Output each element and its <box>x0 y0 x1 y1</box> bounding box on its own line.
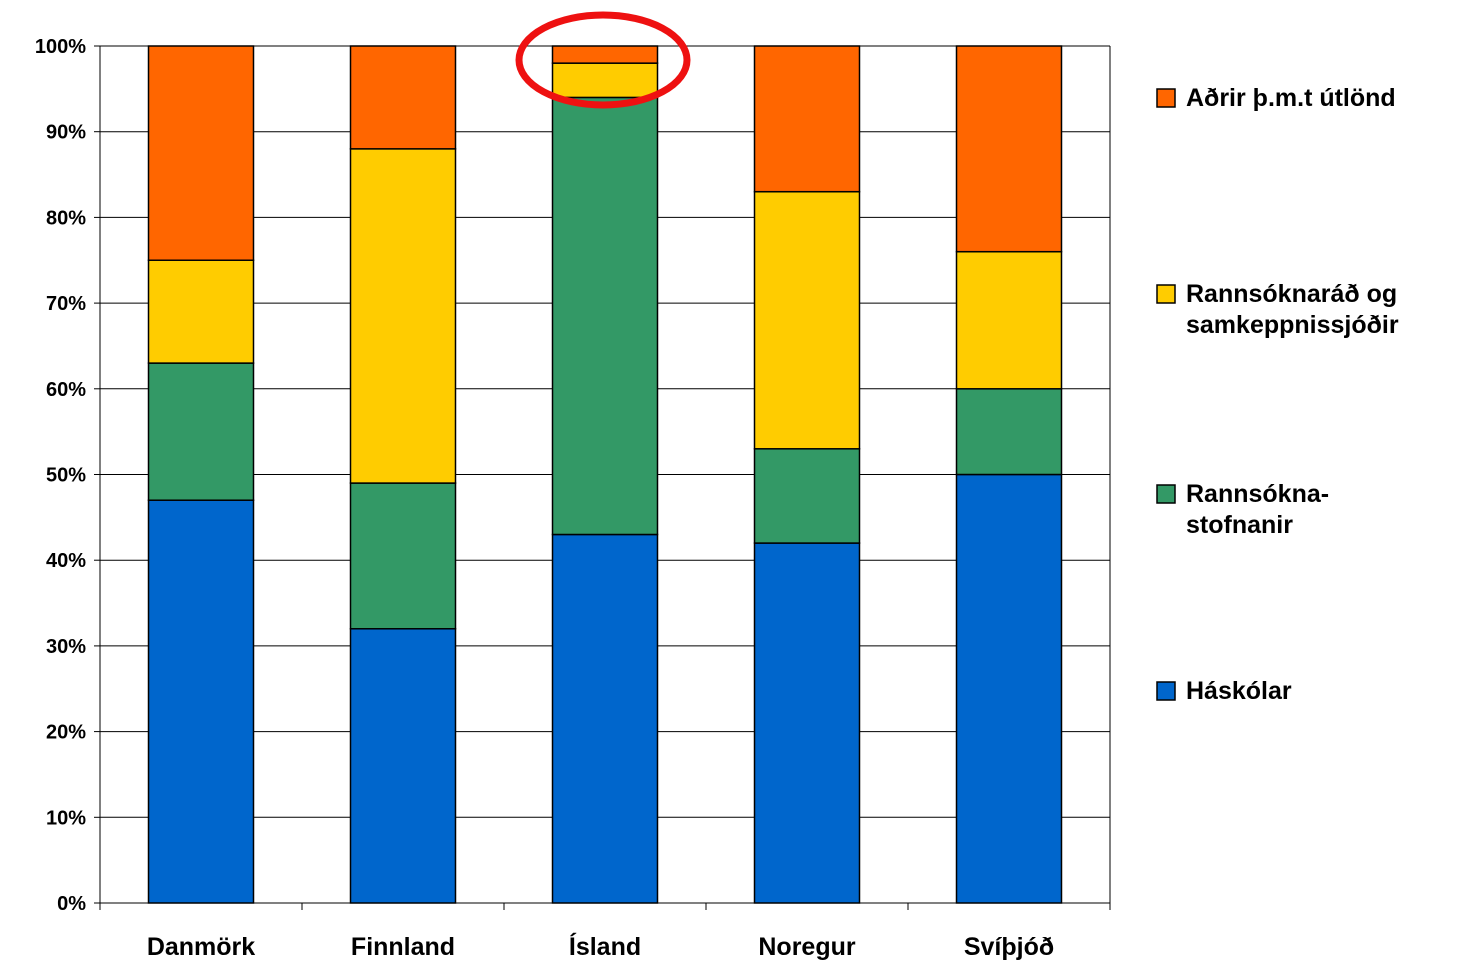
bar-svi-jo-rannsoknara-og-samkeppnissjo-ir <box>955 250 1063 390</box>
legend-label: Háskólar <box>1186 677 1292 705</box>
x-tick-label: Danmörk <box>147 933 255 960</box>
bar-noregur-rannsokna-stofnanir <box>753 448 861 544</box>
bar-noregur-haskolar <box>753 542 861 904</box>
bar-island-haskolar <box>551 533 659 904</box>
legend-label: Rannsóknaráð og <box>1186 280 1397 308</box>
y-tick-label: 60% <box>46 379 86 401</box>
y-tick-label: 20% <box>46 722 86 744</box>
bar-island-rannsokna-stofnanir <box>551 96 659 536</box>
legend: Aðrir þ.m.t útlönd Rannsóknaráð og samkepp… <box>1156 84 1399 705</box>
bar-svi-jo-rannsokna-stofnanir <box>955 388 1063 476</box>
y-tick-label: 70% <box>46 293 86 315</box>
bar-noregur-a-rir-m-t-utlond <box>753 45 861 193</box>
bar-island-rannsoknara-og-samkeppnissjo-ir <box>551 62 659 99</box>
legend-swatch <box>1156 484 1176 504</box>
bar-svi-jo-a-rir-m-t-utlond <box>955 45 1063 253</box>
highlight-circle <box>515 11 691 109</box>
x-tick-label: Ísland <box>569 932 641 960</box>
y-tick-label: 80% <box>46 207 86 229</box>
axes: 0% 10% 20% 30% 40% 50% 60% 70% 80% 90% 100% Danmörk… <box>35 36 1111 960</box>
legend-label: Aðrir þ.m.t útlönd <box>1186 84 1396 112</box>
bar-danmork-a-rir-m-t-utlond <box>147 45 255 261</box>
legend-label: Rannsókna- <box>1186 480 1329 508</box>
x-tick-label: Noregur <box>758 933 856 960</box>
x-tick-label: Svíþjóð <box>964 933 1054 960</box>
legend-swatch <box>1156 284 1176 304</box>
y-tick-label: 90% <box>46 122 86 144</box>
y-tick-label: 50% <box>46 465 86 487</box>
bar-finnland-haskolar <box>349 628 457 904</box>
bar-finnland-rannsokna-stofnanir <box>349 482 457 630</box>
legend-label: samkeppnissjóðir <box>1186 311 1399 339</box>
bar-finnland-a-rir-m-t-utlond <box>349 45 457 150</box>
y-tick-label: 10% <box>46 807 86 829</box>
bar-danmork-haskolar <box>147 499 255 904</box>
bar-finnland-rannsoknara-og-samkeppnissjo-ir <box>349 148 457 484</box>
x-tick-label: Finnland <box>351 933 455 960</box>
bar-noregur-rannsoknara-og-samkeppnissjo-ir <box>753 190 861 450</box>
y-tick-label: 100% <box>35 36 86 58</box>
annotation <box>515 11 691 109</box>
legend-swatch <box>1156 681 1176 701</box>
legend-label: stofnanir <box>1186 511 1293 539</box>
bar-svi-jo-haskolar <box>955 473 1063 904</box>
bar-danmork-rannsokna-stofnanir <box>147 362 255 501</box>
y-tick-label: 0% <box>57 893 86 915</box>
bar-danmork-rannsoknara-og-samkeppnissjo-ir <box>147 259 255 364</box>
y-tick-label: 40% <box>46 550 86 572</box>
y-tick-label: 30% <box>46 636 86 658</box>
bars <box>147 45 1063 904</box>
bar-island-a-rir-m-t-utlond <box>551 45 659 64</box>
legend-swatch <box>1156 88 1176 108</box>
